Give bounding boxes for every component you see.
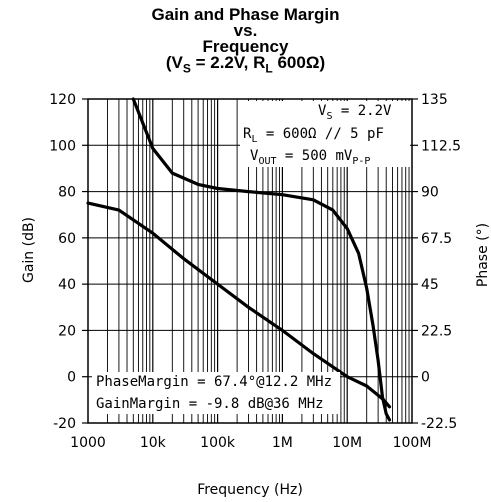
title-rl-subscript: L: [265, 61, 273, 76]
x-axis-label: Frequency (Hz): [197, 482, 303, 498]
y-tick-label-right: 135: [421, 92, 448, 108]
chart-title-line1: Gain and Phase Margin: [151, 5, 340, 24]
condition-vs: VS = 2.2V: [318, 103, 392, 122]
y-tick-label-right: 112.5: [421, 138, 461, 154]
y-tick-label-left: 80: [58, 185, 76, 201]
y-axis-right-label: Phase (°): [475, 223, 491, 287]
x-tick-label: 100M: [393, 435, 432, 451]
chart-title-line3: Frequency: [202, 37, 289, 56]
title-rl-text: = 2.2V, R: [190, 53, 266, 72]
conditions-box: [240, 101, 410, 167]
y-tick-label-right: -22.5: [421, 416, 457, 432]
axis-ticks: -20 0 20 40 60 80 100 120 -22.5 0 22.5 45 67.5 90 112.…: [49, 92, 461, 451]
x-tick-label: 100k: [200, 435, 236, 451]
y-tick-label-left: 0: [67, 370, 76, 386]
y-tick-label-left: 20: [58, 323, 76, 339]
y-tick-label-right: 45: [421, 277, 439, 293]
y-tick-label-right: 90: [421, 185, 439, 201]
y-tick-label-right: 22.5: [421, 323, 452, 339]
chart-title-line2: vs.: [233, 21, 258, 40]
chart-series: [86, 97, 392, 422]
condition-vout: VOUT = 500 mVP-P: [250, 148, 370, 167]
y-axis-left-label: Gain (dB): [21, 217, 37, 283]
title-rl-value: 600Ω): [272, 53, 326, 72]
phase-margin-annotation: PhaseMargin = 67.4°@12.2 MHz: [96, 374, 332, 390]
title-vs-subscript: S: [182, 61, 191, 76]
x-tick-label: 1000: [70, 435, 106, 451]
title-vs-prefix: (V: [165, 53, 183, 72]
condition-rl: RL = 600Ω // 5 pF: [243, 126, 384, 145]
y-tick-label-left: 40: [58, 277, 76, 293]
x-tick-label: 10k: [140, 435, 167, 451]
gain-margin-annotation: GainMargin = -9.8 dB@36 MHz: [96, 396, 324, 412]
y-tick-label-left: 120: [49, 92, 76, 108]
chart-title-line4: (VS = 2.2V, RL 600Ω): [0, 53, 491, 76]
plot-frame: [87, 98, 413, 424]
phase-curve: [131, 97, 392, 422]
x-tick-label: 10M: [332, 435, 362, 451]
y-tick-label-right: 0: [421, 370, 430, 386]
y-tick-label-right: 67.5: [421, 231, 452, 247]
y-tick-label-left: 100: [49, 138, 76, 154]
y-tick-label-left: 60: [58, 231, 76, 247]
gain-curve: [86, 201, 392, 409]
margin-box: [92, 372, 340, 414]
x-tick-label: 1M: [272, 435, 293, 451]
y-tick-label-left: -20: [53, 416, 76, 432]
